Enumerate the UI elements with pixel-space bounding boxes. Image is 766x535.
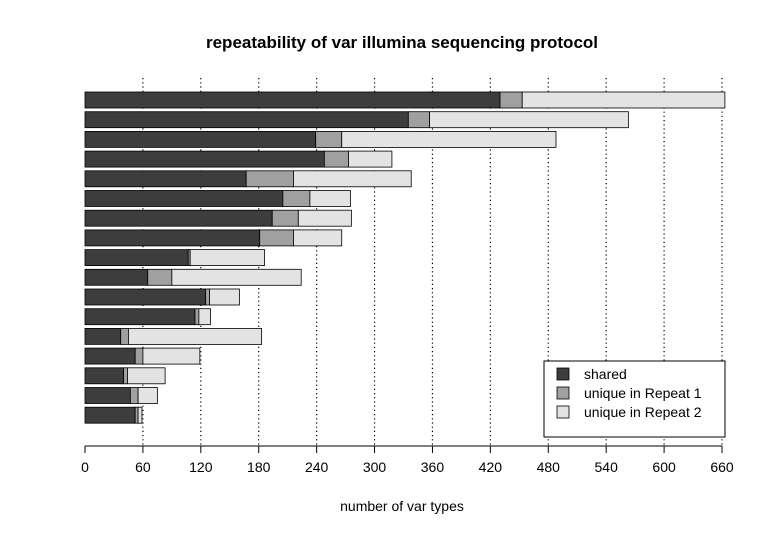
bar-shared-1 [84,91,501,109]
x-tick-label: 300 [363,459,387,475]
legend-label-2: unique in Repeat 1 [584,385,702,401]
bar-unique-in-repeat-1-5 [245,170,294,188]
bar-unique-in-repeat-1-15 [123,367,128,385]
bar-shared-17 [84,406,136,424]
bar-unique-in-repeat-1-17 [134,406,139,424]
x-axis: 0 60 120 180 240 300 360 420 480 540 600 660 [81,445,734,475]
bar-unique-in-repeat-1-3 [315,130,343,148]
bar-shared-4 [84,150,325,168]
x-tick-label: 420 [479,459,503,475]
bar-unique-in-repeat-2-8 [293,229,343,247]
legend-swatch-1 [556,367,570,381]
x-tick-label: 540 [595,459,619,475]
bar-unique-in-repeat-1-11 [205,288,210,306]
x-tick-label: 60 [135,459,151,475]
bar-unique-in-repeat-2-2 [429,111,629,129]
bar-shared-13 [84,327,122,345]
bar-unique-in-repeat-1-2 [407,111,430,129]
bar-unique-in-repeat-2-17 [137,406,143,424]
x-tick-label: 240 [305,459,329,475]
bar-shared-6 [84,190,284,207]
bar-unique-in-repeat-1-7 [271,209,299,227]
x-tick-label: 480 [537,459,561,475]
x-tick-label: 360 [421,459,445,475]
bar-shared-9 [84,249,189,267]
bar-unique-in-repeat-2-12 [198,308,211,326]
bar-shared-10 [84,268,149,286]
bar-shared-7 [84,209,273,227]
bar-unique-in-repeat-2-11 [209,288,240,306]
bar-shared-5 [84,170,247,188]
bar-unique-in-repeat-1-16 [129,387,139,404]
bar-unique-in-repeat-2-14 [142,347,201,365]
x-tick-label: 120 [189,459,213,475]
bar-unique-in-repeat-1-14 [134,347,144,365]
x-tick-label: 600 [652,459,676,475]
bar-shared-8 [84,229,261,247]
legend-box [543,360,726,438]
bar-unique-in-repeat-2-15 [127,367,166,385]
bar-shared-16 [84,387,131,404]
bar-unique-in-repeat-2-3 [341,130,557,148]
bar-shared-11 [84,288,207,306]
legend: shared unique in Repeat 1 unique in Repeat… [543,360,726,438]
bar-unique-in-repeat-2-10 [171,268,302,286]
bar-unique-in-repeat-2-16 [137,387,158,404]
bar-unique-in-repeat-1-6 [282,190,311,207]
bar-shared-15 [84,367,125,385]
x-tick-label: 180 [247,459,271,475]
bar-unique-in-repeat-2-1 [521,91,726,109]
bar-unique-in-repeat-1-8 [259,229,294,247]
bar-unique-in-repeat-1-10 [147,268,173,286]
bar-unique-in-repeat-2-9 [189,249,265,267]
bar-unique-in-repeat-1-13 [120,327,129,345]
chart-title: repeatability of var illumina sequencing… [206,33,598,52]
bar-unique-in-repeat-2-4 [348,150,393,168]
bar-shared-12 [84,308,196,326]
bar-unique-in-repeat-2-13 [128,327,263,345]
x-axis-label: number of var types [340,498,464,514]
legend-label-3: unique in Repeat 2 [584,404,702,420]
bar-unique-in-repeat-2-7 [297,209,352,227]
bar-unique-in-repeat-1-1 [499,91,523,109]
x-tick-label: 660 [710,459,734,475]
bar-shared-2 [84,111,409,129]
bar-unique-in-repeat-1-12 [194,308,200,326]
bar-unique-in-repeat-1-4 [323,150,349,168]
bar-shared-3 [84,130,317,148]
x-tick-label: 0 [81,459,89,475]
bar-unique-in-repeat-2-5 [293,170,412,188]
bar-unique-in-repeat-2-6 [309,190,351,207]
legend-label-1: shared [584,366,627,382]
legend-swatch-3 [556,405,570,419]
bar-group [84,91,726,424]
bar-shared-14 [84,347,136,365]
legend-swatch-2 [556,386,570,400]
